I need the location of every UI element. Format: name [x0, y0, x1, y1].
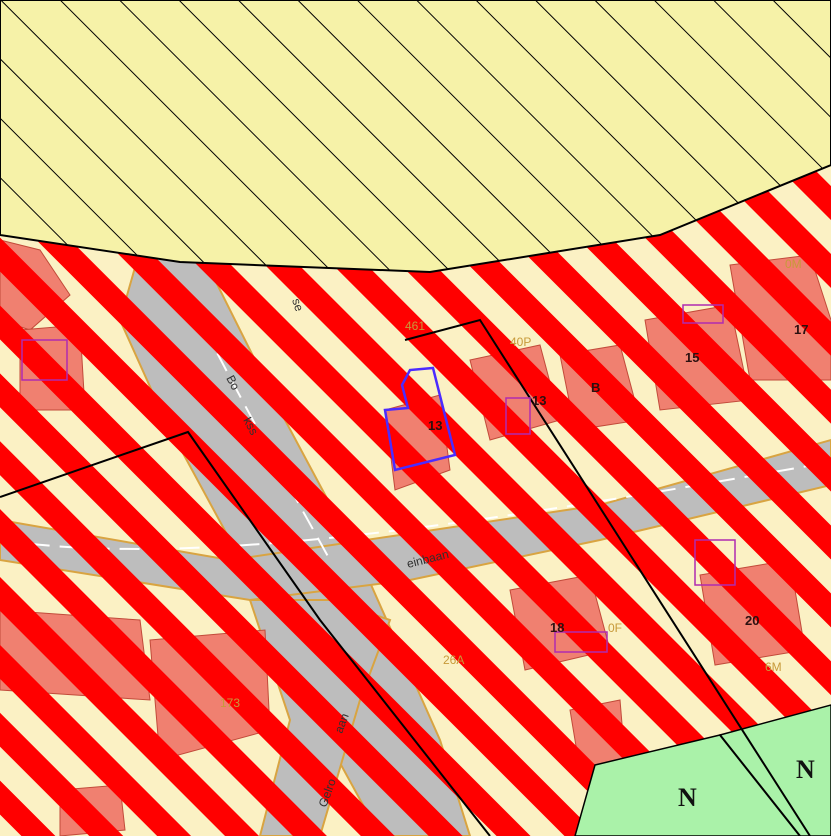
house-number: 13 [428, 418, 442, 433]
annex-outline [682, 304, 724, 324]
street-name: se [289, 297, 306, 314]
zone-label-n: N [678, 783, 697, 812]
parcel-number: 40P [510, 335, 531, 349]
parcel-number: 0M [785, 257, 802, 271]
parcel-number: 6M [765, 660, 782, 674]
upper-hatched-zone[interactable] [0, 0, 831, 274]
parcel-number: 461 [405, 319, 425, 333]
annex-outline [694, 539, 736, 586]
nature-zone-left[interactable] [574, 734, 801, 836]
house-number: 20 [745, 613, 759, 628]
house-number-labels: 13 13 B 15 17 18 20 [428, 322, 808, 635]
zone-label-n: N [796, 755, 815, 784]
nature-boundary [719, 734, 801, 836]
annex-outline [21, 339, 68, 381]
house-number: 15 [685, 350, 699, 365]
parcel-number: 0F [608, 621, 622, 635]
street-name: aan [332, 711, 352, 735]
parcel-number-labels: 461 40P 0M 26A 173 0F 6M [220, 257, 802, 710]
selected-parcel-outline[interactable] [383, 366, 457, 472]
house-number: 17 [794, 322, 808, 337]
house-number: 13 [532, 393, 546, 408]
street-name: Bo [223, 373, 242, 393]
house-number: 18 [550, 620, 564, 635]
parcel-number: 26A [443, 653, 464, 667]
annex-outline [505, 397, 531, 435]
parcel-number: 173 [220, 696, 240, 710]
plan-boundary [0, 430, 491, 836]
house-number: B [591, 380, 600, 395]
annex-outline [554, 631, 608, 653]
plan-boundary [404, 318, 811, 836]
